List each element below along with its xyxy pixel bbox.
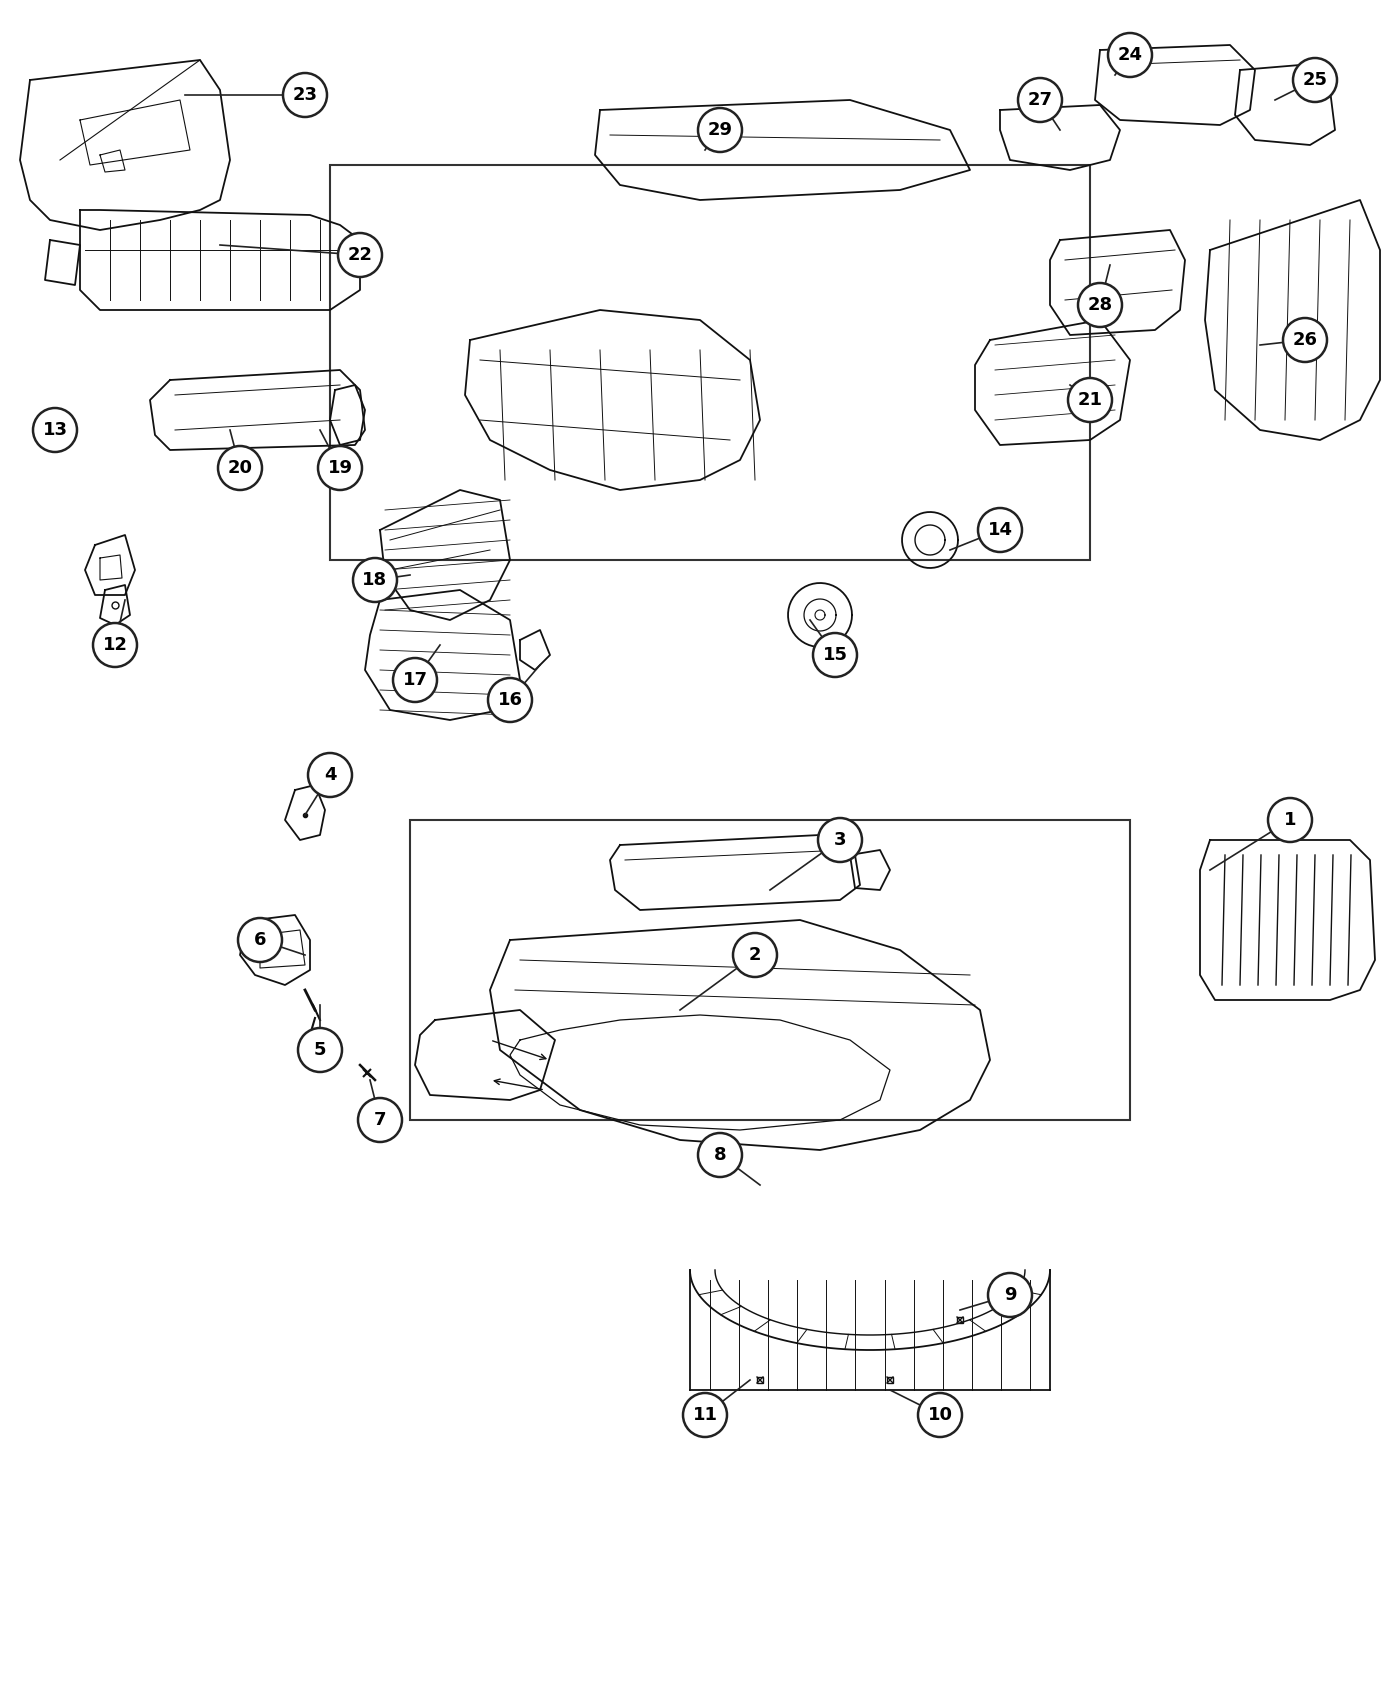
Text: 22: 22 [347,246,372,264]
Circle shape [813,632,857,677]
Text: 24: 24 [1117,46,1142,65]
Circle shape [92,622,137,666]
Text: 10: 10 [927,1406,952,1425]
Circle shape [979,508,1022,552]
Circle shape [734,933,777,977]
Text: 20: 20 [227,459,252,478]
Text: 4: 4 [323,767,336,784]
Circle shape [699,1132,742,1176]
Text: 9: 9 [1004,1285,1016,1304]
Circle shape [393,658,437,702]
Bar [410,819,1130,1120]
Text: 12: 12 [102,636,127,654]
Text: 29: 29 [707,121,732,139]
Text: 23: 23 [293,87,318,104]
Text: 5: 5 [314,1040,326,1059]
Text: 15: 15 [823,646,847,665]
Text: 2: 2 [749,945,762,964]
Text: 26: 26 [1292,332,1317,348]
Circle shape [818,818,862,862]
Circle shape [1018,78,1063,122]
Text: 7: 7 [374,1112,386,1129]
Text: 21: 21 [1078,391,1103,410]
Circle shape [1282,318,1327,362]
Circle shape [1268,797,1312,842]
Circle shape [318,445,363,490]
Circle shape [918,1392,962,1436]
Text: 18: 18 [363,571,388,588]
Bar [330,165,1091,559]
Text: 14: 14 [987,520,1012,539]
Text: 28: 28 [1088,296,1113,314]
Text: 1: 1 [1284,811,1296,830]
Circle shape [1068,377,1112,422]
Circle shape [218,445,262,490]
Text: 27: 27 [1028,92,1053,109]
Text: 6: 6 [253,932,266,949]
Text: 3: 3 [834,831,846,848]
Text: 13: 13 [42,422,67,439]
Text: 8: 8 [714,1146,727,1165]
Circle shape [298,1028,342,1073]
Circle shape [683,1392,727,1436]
Circle shape [337,233,382,277]
Circle shape [34,408,77,452]
Text: 19: 19 [328,459,353,478]
Text: 16: 16 [497,690,522,709]
Text: 25: 25 [1302,71,1327,88]
Circle shape [489,678,532,722]
Circle shape [1078,282,1121,326]
Circle shape [699,109,742,151]
Circle shape [358,1098,402,1142]
Circle shape [283,73,328,117]
Circle shape [1107,32,1152,76]
Text: 17: 17 [403,672,427,688]
Circle shape [308,753,351,797]
Circle shape [353,558,398,602]
Text: 11: 11 [693,1406,717,1425]
Circle shape [1294,58,1337,102]
Circle shape [238,918,281,962]
Circle shape [988,1273,1032,1318]
